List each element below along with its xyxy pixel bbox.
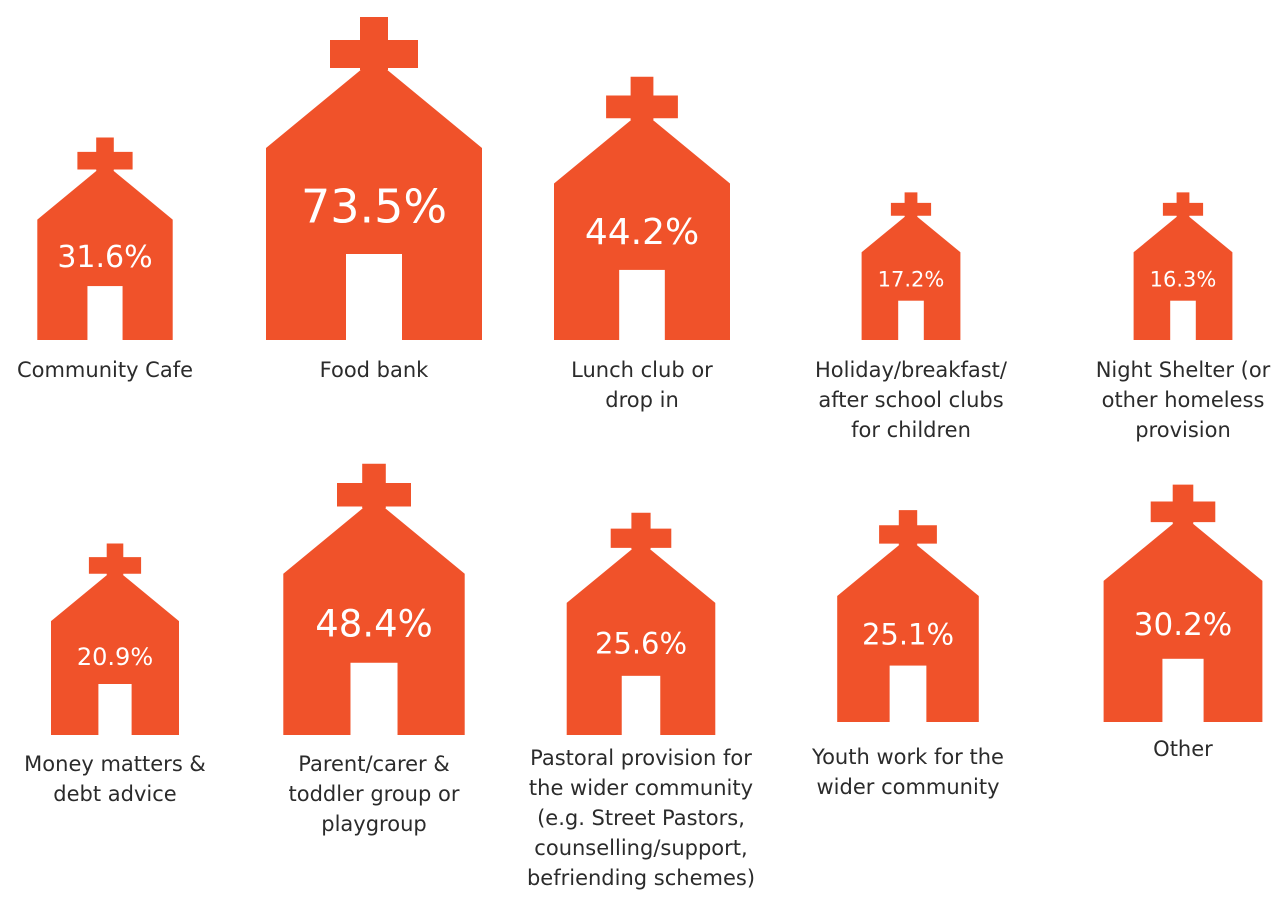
church-door (1162, 658, 1204, 723)
category-label: Community Cafe (17, 358, 193, 382)
percent-label: 20.9% (77, 643, 153, 671)
percent-label: 16.3% (1150, 268, 1217, 292)
church-icon (837, 510, 979, 723)
church-item: 20.9% (51, 543, 179, 736)
percent-label: 31.6% (57, 240, 152, 275)
church-item: 16.3% (1133, 192, 1233, 341)
church-door (889, 665, 927, 723)
church-item: 73.5% (266, 17, 482, 341)
category-label: Parent/carer & toddler group or playgroup (289, 752, 460, 836)
church-icon (51, 543, 179, 736)
church-icon (554, 76, 730, 341)
church-door (1170, 300, 1196, 341)
category-label: Lunch club or drop in (571, 358, 713, 412)
percent-label: 48.4% (315, 602, 433, 645)
category-label: Money matters & debt advice (24, 752, 206, 806)
percent-label: 30.2% (1134, 607, 1232, 643)
category-label: Holiday/breakfast/after school clubs for … (815, 358, 1008, 442)
category-label: Other (1153, 737, 1213, 761)
church-item: 31.6% (37, 137, 173, 341)
church-door (619, 269, 665, 341)
percent-label: 25.6% (595, 627, 687, 661)
church-item: 30.2% (1103, 484, 1263, 723)
church-icon (266, 17, 482, 341)
church-door (350, 662, 398, 736)
church-icon (566, 512, 716, 736)
church-icon (283, 463, 465, 736)
church-door (898, 300, 924, 341)
percent-label: 25.1% (862, 618, 954, 652)
percent-label: 17.2% (878, 268, 945, 292)
church-icon (1133, 192, 1233, 341)
church-icon (861, 192, 961, 341)
category-label: Youth work for the wider community (811, 745, 1004, 799)
church-item: 48.4% (283, 463, 465, 736)
church-door (621, 675, 661, 736)
church-item: 17.2% (861, 192, 961, 341)
church-item: 25.1% (837, 510, 979, 723)
church-icon (1103, 484, 1263, 723)
church-door (98, 684, 132, 736)
church-door (346, 254, 402, 341)
church-item: 44.2% (554, 76, 730, 341)
category-label: Night Shelter (or other homeless provision (1096, 358, 1271, 442)
church-icon (37, 137, 173, 341)
percent-label: 73.5% (301, 180, 447, 234)
category-label: Food bank (320, 358, 430, 382)
church-item: 25.6% (566, 512, 716, 736)
church-door (87, 286, 123, 341)
percent-label: 44.2% (585, 212, 699, 253)
category-label: Pastoral provision for the wider communit… (527, 746, 755, 890)
